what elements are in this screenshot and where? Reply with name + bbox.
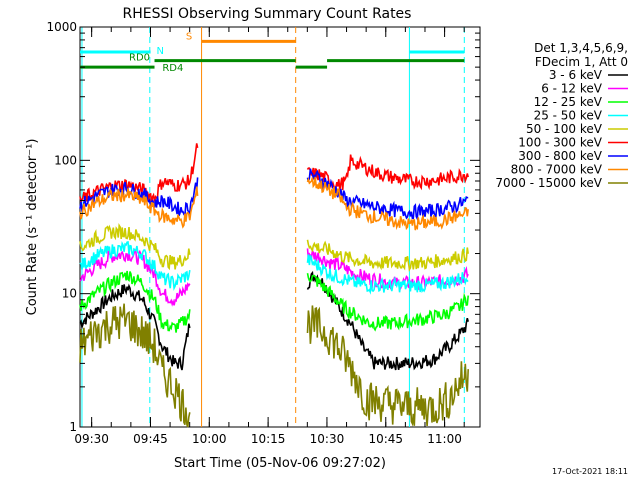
plot-frame [79, 26, 481, 428]
x-tick-label: 10:00 [192, 432, 227, 446]
chart-title: RHESSI Observing Summary Count Rates [123, 6, 412, 22]
y-tick-label: 10 [62, 287, 77, 301]
y-tick-label: 100 [54, 153, 77, 167]
y-axis-label: Count Rate (s⁻¹ detector⁻¹) [25, 139, 40, 316]
status-bar-label-n: N [156, 46, 163, 57]
status-bar-label-rd4: RD4 [162, 63, 183, 74]
legend-label: 3 - 6 keV [549, 68, 603, 82]
series-line-7-segment-1 [79, 177, 199, 218]
plot-area: N S RD0 RD4 [79, 26, 481, 428]
series-line-6-segment-1 [79, 143, 199, 205]
legend-header-line-2: FDecim 1, Att 0 [535, 55, 628, 69]
status-bar-label-s: S [186, 31, 192, 42]
legend-label: 50 - 100 keV [526, 122, 603, 136]
series-line-8-segment-1 [79, 186, 199, 229]
series-lines [79, 143, 469, 428]
series-line-1-segment-1 [79, 283, 191, 371]
series-line-3-segment-1 [79, 270, 191, 333]
y-tick-label: 1000 [46, 20, 77, 34]
x-tick-label: 11:00 [427, 432, 462, 446]
legend: Det 1,3,4,5,6,9, FDecim 1, Att 0 3 - 6 k… [495, 41, 628, 190]
legend-label: 800 - 7000 keV [511, 163, 603, 177]
x-tick-label: 10:30 [310, 432, 345, 446]
legend-header-line-1: Det 1,3,4,5,6,9, [534, 41, 628, 55]
series-line-5-segment-2 [306, 239, 469, 272]
x-tick-label: 10:45 [368, 432, 403, 446]
legend-label: 300 - 800 keV [518, 149, 602, 163]
vertical-markers [81, 27, 465, 427]
series-line-9-segment-1 [79, 303, 191, 428]
x-tick-label: 09:30 [74, 432, 109, 446]
x-axis: 09:30 09:45 10:00 10:15 10:30 10:45 11:00 [74, 27, 465, 446]
series-line-4-segment-2 [306, 254, 469, 295]
legend-label: 6 - 12 keV [541, 82, 603, 96]
legend-label: 100 - 300 keV [518, 136, 602, 150]
x-tick-label: 09:45 [133, 432, 168, 446]
x-tick-label: 10:15 [251, 432, 286, 446]
series-line-9-segment-2 [306, 305, 469, 427]
x-axis-label: Start Time (05-Nov-06 09:27:02) [174, 456, 386, 471]
legend-label: 25 - 50 keV [534, 109, 603, 123]
status-bar-label-rd0: RD0 [129, 53, 150, 64]
y-tick-label: 1 [69, 420, 77, 434]
y-axis: 1 10 100 1000 [46, 20, 480, 434]
series-line-3-segment-2 [306, 273, 469, 332]
series-line-5-segment-1 [79, 223, 191, 271]
footer-timestamp: 17-Oct-2021 18:11 [552, 467, 628, 476]
status-bars: N S RD0 RD4 [80, 31, 465, 74]
legend-label: 7000 - 15000 keV [495, 176, 602, 190]
series-line-4-segment-1 [79, 241, 191, 291]
legend-label: 12 - 25 keV [534, 95, 603, 109]
series-line-8-segment-2 [306, 176, 469, 231]
